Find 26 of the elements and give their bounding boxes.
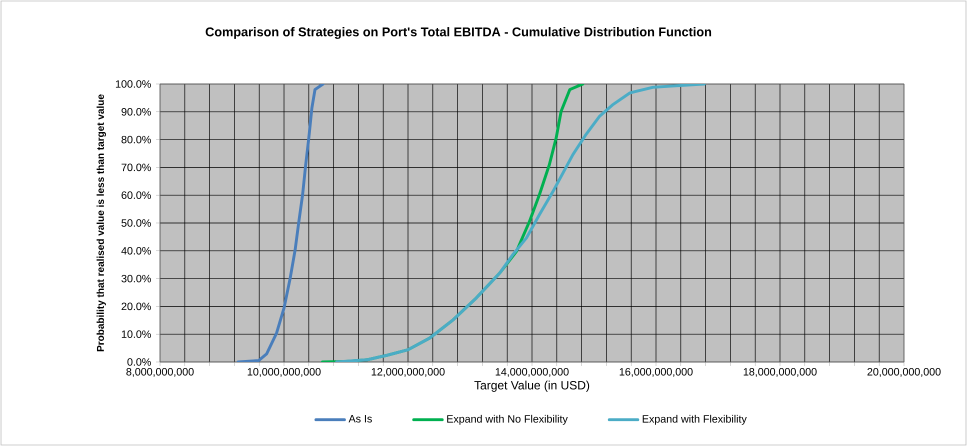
chart-title: Comparison of Strategies on Port's Total EBITDA - Cumulative Distribution Function [206, 27, 712, 39]
legend-label: As Is [348, 415, 372, 422]
y-tick-label: 20.0% [122, 302, 151, 310]
x-tick-label: 14,000,000,000 [496, 368, 569, 377]
x-tick-label: 18,000,000,000 [744, 368, 817, 377]
y-tick-label: 100.0% [116, 80, 151, 88]
y-tick-label: 70.0% [122, 164, 151, 172]
y-tick-label: 80.0% [122, 136, 151, 144]
y-tick-label: 0.0% [127, 358, 151, 366]
line-series [335, 84, 706, 362]
y-tick-label: 40.0% [121, 247, 151, 255]
y-tick-label: 90.0% [122, 108, 151, 116]
line-series [236, 84, 325, 362]
y-axis-title: Probability that realised value is less than target value [96, 94, 106, 352]
y-tick-label: 60.0% [122, 191, 151, 199]
x-tick-label: 20,000,000,000 [867, 368, 941, 377]
x-tick-label: 12,000,000,000 [372, 368, 445, 377]
y-tick-label: 10.0% [122, 330, 151, 338]
legend-label: Expand with No Flexibility [447, 414, 568, 425]
y-tick-label: 50.0% [121, 219, 151, 227]
x-axis-title: Target Value (in USD) [474, 380, 590, 392]
y-tick-label: 30.0% [121, 274, 151, 282]
x-tick-label: 8,000,000,000 [126, 368, 194, 377]
legend-label: Expand with Flexibility [642, 414, 747, 425]
x-tick-label: 10,000,000,000 [248, 368, 321, 377]
x-tick-label: 16,000,000,000 [620, 368, 693, 377]
